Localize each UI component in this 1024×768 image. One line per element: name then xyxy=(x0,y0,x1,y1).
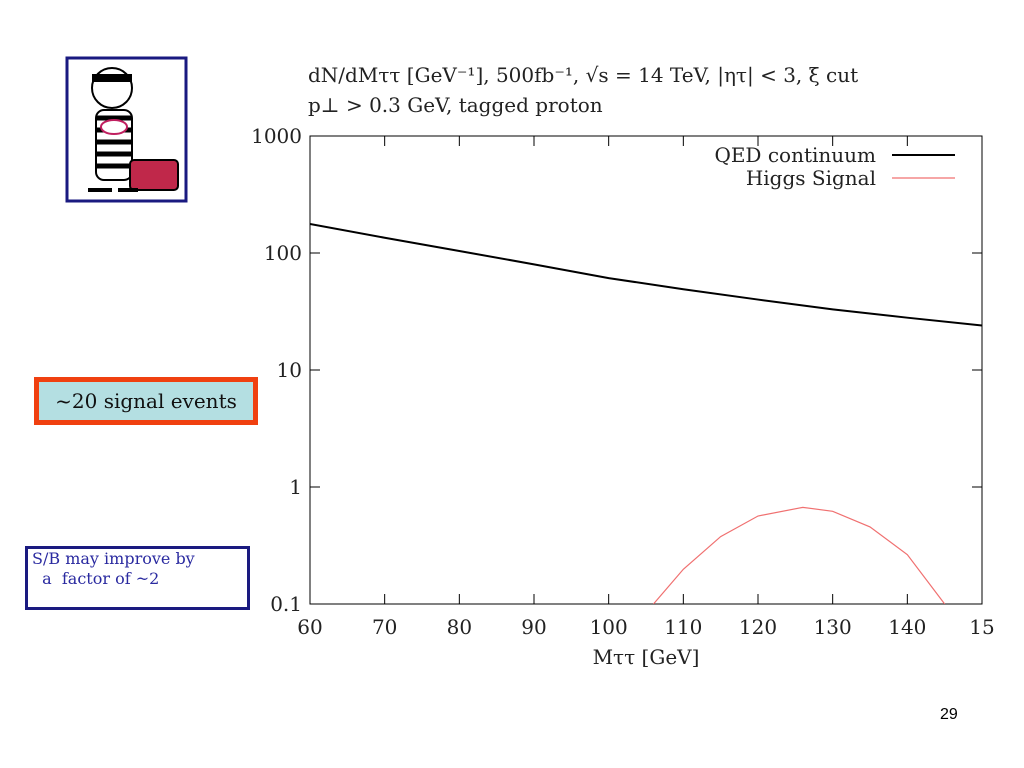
y-tick-label: 10 xyxy=(277,358,302,382)
y-tick-label: 100 xyxy=(264,241,302,265)
x-tick-label: 100 xyxy=(590,615,628,639)
cartoon xyxy=(65,56,188,203)
annotation: ~20 signal events xyxy=(34,377,258,425)
x-tick-label: 80 xyxy=(447,615,472,639)
plot-frame xyxy=(309,135,983,605)
annotation-line: S/B may improve by xyxy=(32,549,195,568)
series-line xyxy=(310,223,982,327)
annotation: S/B may improve by a factor of ~2 xyxy=(25,546,250,610)
annotation-line: a factor of ~2 xyxy=(32,569,160,588)
x-tick-label: 130 xyxy=(814,615,852,639)
x-tick-label: 60 xyxy=(297,615,322,639)
x-tick-label: 70 xyxy=(372,615,397,639)
legend-label: Higgs Signal xyxy=(746,166,876,190)
series-line xyxy=(653,506,946,604)
x-tick-label: 90 xyxy=(521,615,546,639)
x-tick-label: 15 xyxy=(969,615,994,639)
x-tick-label: 110 xyxy=(664,615,702,639)
y-tick-label: 0.1 xyxy=(270,592,302,616)
y-tick-label: 1 xyxy=(289,475,302,499)
x-tick-label: 140 xyxy=(888,615,926,639)
legend-label: QED continuum xyxy=(714,143,876,167)
x-axis-label: Mττ [GeV] xyxy=(593,645,700,669)
y-tick-label: 1000 xyxy=(251,124,302,148)
page-number: 29 xyxy=(940,706,958,723)
chart-subtitle: p⊥ > 0.3 GeV, tagged proton xyxy=(308,93,603,117)
x-tick-label: 120 xyxy=(739,615,777,639)
chart-title: dN/dMττ [GeV⁻¹], 500fb⁻¹, √s = 14 TeV, |… xyxy=(308,63,858,88)
